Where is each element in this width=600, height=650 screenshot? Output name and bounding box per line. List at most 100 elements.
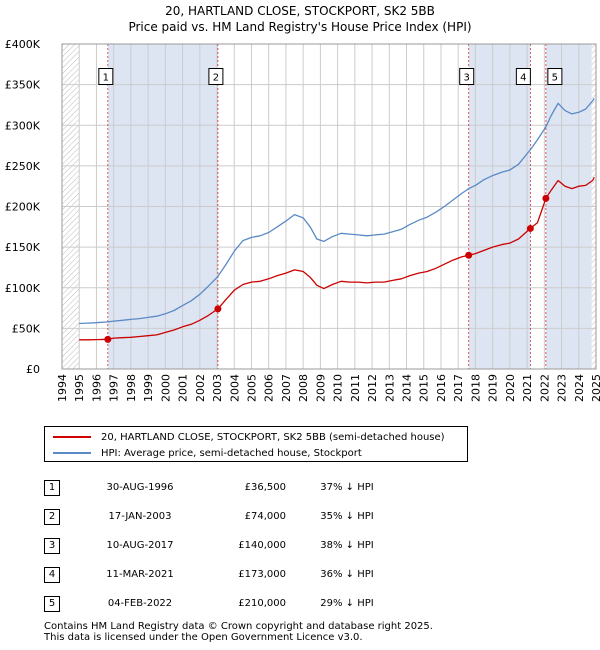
x-tick-label: 2011 <box>349 374 362 402</box>
sale-hpi-diff: 38% ↓ HPI <box>320 540 374 551</box>
x-tick-label: 2020 <box>504 374 517 402</box>
sale-price: £74,000 <box>244 511 286 522</box>
footer: Contains HM Land Registry data © Crown c… <box>44 621 433 643</box>
sale-number-cell: 2 <box>44 502 86 531</box>
sale-date: 04-FEB-2022 <box>107 598 173 609</box>
legend-item-hpi: HPI: Average price, semi-detached house,… <box>53 445 362 461</box>
legend-item-property: 20, HARTLAND CLOSE, STOCKPORT, SK2 5BB (… <box>53 429 445 445</box>
chart-subtitle: Price paid vs. HM Land Registry's House … <box>128 20 472 34</box>
sale-hpi-diff: 36% ↓ HPI <box>320 569 374 580</box>
sale-number-label: 1 <box>103 73 109 84</box>
sale-hpi-diff-cell: 35% ↓ HPI <box>286 502 408 531</box>
sale-hpi-diff-cell: 36% ↓ HPI <box>286 560 408 589</box>
x-tick-label: 1997 <box>108 374 121 402</box>
legend-label-property: 20, HARTLAND CLOSE, STOCKPORT, SK2 5BB (… <box>101 431 445 443</box>
x-tick-label: 2004 <box>228 374 241 402</box>
sale-number-label: 2 <box>213 73 219 84</box>
sale-date-cell: 30-AUG-1996 <box>86 473 194 502</box>
x-tick-label: 2019 <box>487 374 500 402</box>
sale-date-cell: 10-AUG-2017 <box>86 531 194 560</box>
sale-number-box <box>547 68 563 85</box>
sale-hpi-diff-cell: 29% ↓ HPI <box>286 589 408 618</box>
x-tick-label: 2005 <box>245 374 258 402</box>
x-tick-label: 2018 <box>469 374 482 402</box>
legend: 20, HARTLAND CLOSE, STOCKPORT, SK2 5BB (… <box>44 426 468 462</box>
sale-price: £173,000 <box>238 569 286 580</box>
sale-price-cell: £173,000 <box>194 560 286 589</box>
sale-number-box <box>208 68 224 85</box>
legend-swatch-blue <box>53 452 91 454</box>
sale-price-cell: £36,500 <box>194 473 286 502</box>
footer-copyright: Contains HM Land Registry data © Crown c… <box>44 621 433 632</box>
price-chart: 1 2 3 4 5 £0 £50K £100K £150K £200K £250K £300K £35… <box>5 38 600 402</box>
sale-number-box <box>98 68 114 85</box>
sale-hpi-diff: 29% ↓ HPI <box>320 598 374 609</box>
x-tick-label: 2024 <box>573 374 586 402</box>
sale-number-cell: 4 <box>44 560 86 589</box>
x-tick-label: 2013 <box>383 374 396 402</box>
y-tick-label: £200K <box>5 201 41 214</box>
legend-swatch-red <box>53 436 91 438</box>
x-tick-label: 2023 <box>556 374 569 402</box>
sale-date-cell: 11-MAR-2021 <box>86 560 194 589</box>
legend-label-hpi: HPI: Average price, semi-detached house,… <box>101 447 362 459</box>
sales-table: 1 30-AUG-1996 £36,500 37% ↓ HPI 2 17-JAN-2003… <box>44 473 408 618</box>
sale-number: 3 <box>44 537 60 554</box>
x-tick-label: 2022 <box>538 374 551 402</box>
sale-hpi-diff-cell: 38% ↓ HPI <box>286 531 408 560</box>
sale-date-cell: 04-FEB-2022 <box>86 589 194 618</box>
sale-number-label: 5 <box>552 73 558 84</box>
sale-number-label: 4 <box>520 73 526 84</box>
sales-row: 2 17-JAN-2003 £74,000 35% ↓ HPI <box>44 502 408 531</box>
x-tick-label: 2016 <box>435 374 448 402</box>
x-tick-label: 2006 <box>263 374 276 402</box>
footer-licence: This data is licensed under the Open Gov… <box>44 632 363 643</box>
sale-price: £140,000 <box>238 540 286 551</box>
sale-number-cell: 3 <box>44 531 86 560</box>
y-tick-label: £150K <box>5 241 41 254</box>
chart-title: 20, HARTLAND CLOSE, STOCKPORT, SK2 5BB <box>165 4 435 18</box>
sale-point <box>214 305 222 313</box>
sale-date: 17-JAN-2003 <box>108 511 172 522</box>
x-tick-label: 2003 <box>211 374 224 402</box>
sale-date: 10-AUG-2017 <box>106 540 174 551</box>
x-tick-label: 2012 <box>366 374 379 402</box>
x-tick-label: 1999 <box>142 374 155 402</box>
hpi-line <box>79 98 595 325</box>
x-tick-label: 1994 <box>56 374 69 402</box>
sale-date-cell: 17-JAN-2003 <box>86 502 194 531</box>
property-price-line <box>79 176 595 341</box>
x-tick-label: 2017 <box>452 374 465 402</box>
sale-price: £210,000 <box>238 598 286 609</box>
x-tick-label: 2001 <box>177 374 190 402</box>
x-tick-label: 2000 <box>159 374 172 402</box>
sale-point <box>465 251 473 259</box>
x-tick-label: 2010 <box>332 374 345 402</box>
sale-number-box <box>515 68 531 85</box>
x-tick-label: 2025 <box>590 374 600 402</box>
sale-point <box>542 194 550 202</box>
y-tick-label: £0 <box>26 363 40 376</box>
sale-number: 1 <box>44 479 60 496</box>
x-tick-label: 2009 <box>314 374 327 402</box>
sale-number: 2 <box>44 508 60 525</box>
sale-number-cell: 1 <box>44 473 86 502</box>
y-tick-label: £250K <box>5 160 41 173</box>
x-tick-label: 2002 <box>194 374 207 402</box>
sale-hpi-diff: 35% ↓ HPI <box>320 511 374 522</box>
sale-price-cell: £140,000 <box>194 531 286 560</box>
x-tick-label: 2008 <box>297 374 310 402</box>
sales-row: 5 04-FEB-2022 £210,000 29% ↓ HPI <box>44 589 408 618</box>
x-tick-label: 2014 <box>401 374 414 402</box>
x-tick-label: 2015 <box>418 374 431 402</box>
sale-number-box <box>459 68 475 85</box>
y-tick-label: £350K <box>5 79 41 92</box>
x-tick-label: 1995 <box>73 374 86 402</box>
sale-price-cell: £74,000 <box>194 502 286 531</box>
y-tick-label: £300K <box>5 119 41 132</box>
sales-row: 3 10-AUG-2017 £140,000 38% ↓ HPI <box>44 531 408 560</box>
sales-row: 4 11-MAR-2021 £173,000 36% ↓ HPI <box>44 560 408 589</box>
x-tick-label: 2021 <box>521 374 534 402</box>
sale-number: 4 <box>44 566 60 583</box>
sale-number-label: 3 <box>464 73 470 84</box>
